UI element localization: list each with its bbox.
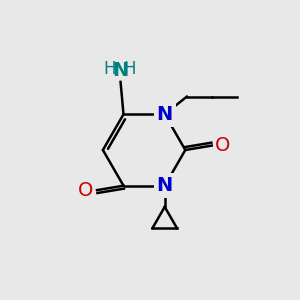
Text: H: H: [103, 60, 116, 78]
Text: N: N: [112, 61, 129, 80]
Text: O: O: [78, 181, 94, 200]
Text: O: O: [215, 136, 231, 155]
Text: H: H: [124, 60, 136, 78]
Text: N: N: [157, 105, 173, 124]
Text: N: N: [157, 176, 173, 195]
